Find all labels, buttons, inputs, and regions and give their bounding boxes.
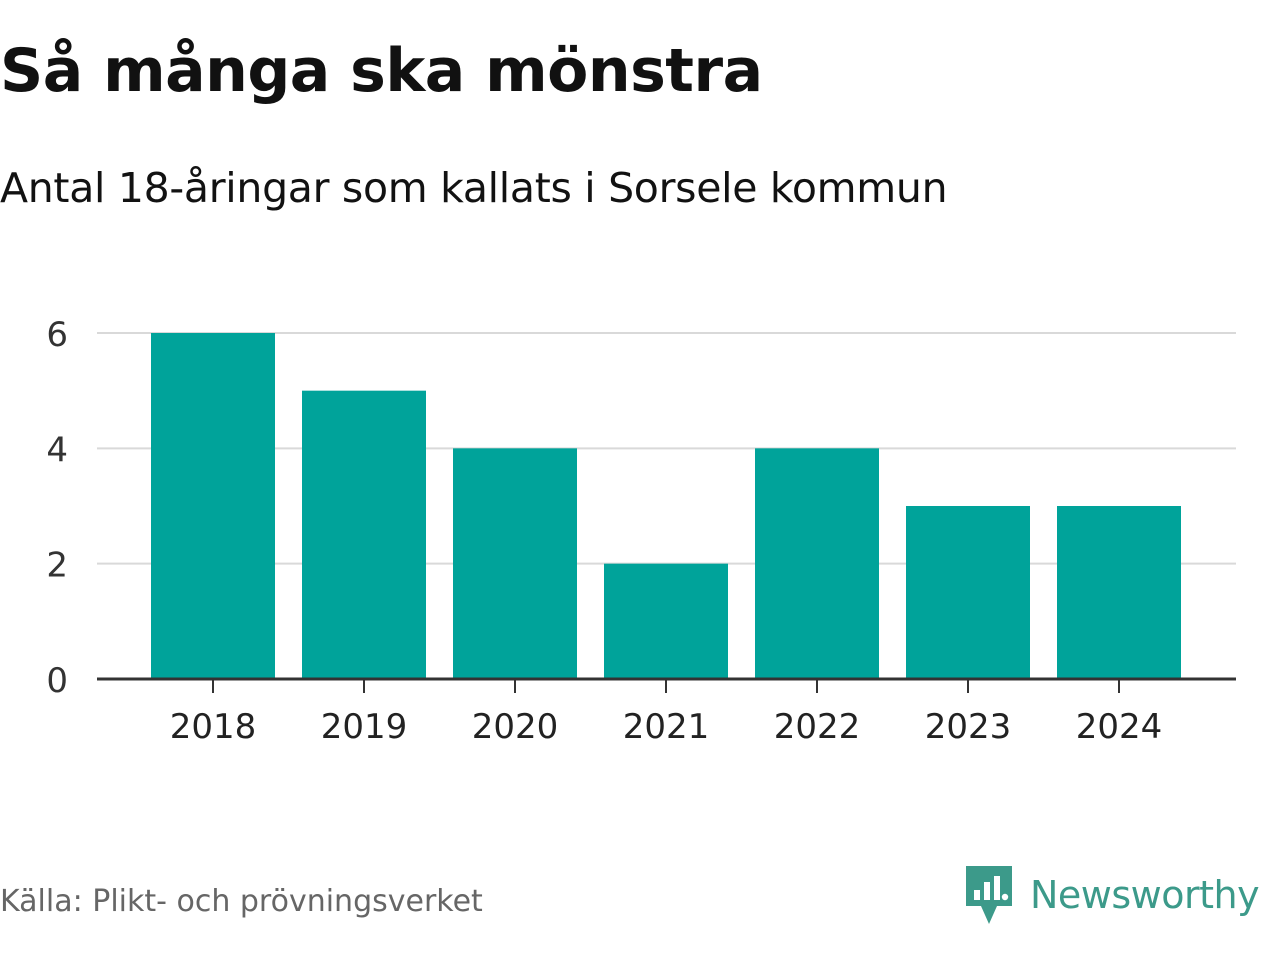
x-tick-label: 2018 [170, 707, 257, 747]
y-tick-label: 2 [46, 546, 68, 586]
chart-title: Så många ska mönstra [0, 36, 763, 106]
bar-2022 [755, 448, 879, 679]
axes: 0 2 4 6 2018 2019 2020 2021 2022 2023 2024 [46, 315, 1236, 747]
source-note: Källa: Plikt- och prövningsverket [0, 884, 483, 919]
x-tick-label: 2023 [925, 707, 1012, 747]
bar-2023 [906, 506, 1030, 679]
x-tick-label: 2020 [472, 707, 559, 747]
bar-2019 [302, 390, 426, 679]
bar-2021 [604, 563, 728, 679]
newsworthy-logo: Newsworthy [962, 862, 1280, 928]
x-tick-label: 2019 [321, 707, 408, 747]
bar-2018 [151, 333, 275, 679]
brand-name: Newsworthy [1030, 873, 1260, 917]
bar-2020 [453, 448, 577, 679]
y-tick-label: 4 [46, 430, 68, 470]
chart-subtitle: Antal 18-åringar som kallats i Sorsele k… [0, 164, 948, 212]
bar-2024 [1057, 506, 1181, 679]
bars [151, 333, 1181, 679]
y-tick-label: 6 [46, 315, 68, 355]
y-tick-label: 0 [46, 661, 68, 701]
x-tick-label: 2024 [1076, 707, 1163, 747]
x-tick-label: 2022 [774, 707, 861, 747]
x-tick-label: 2021 [623, 707, 710, 747]
bar-chart-logo-icon [966, 866, 1012, 924]
